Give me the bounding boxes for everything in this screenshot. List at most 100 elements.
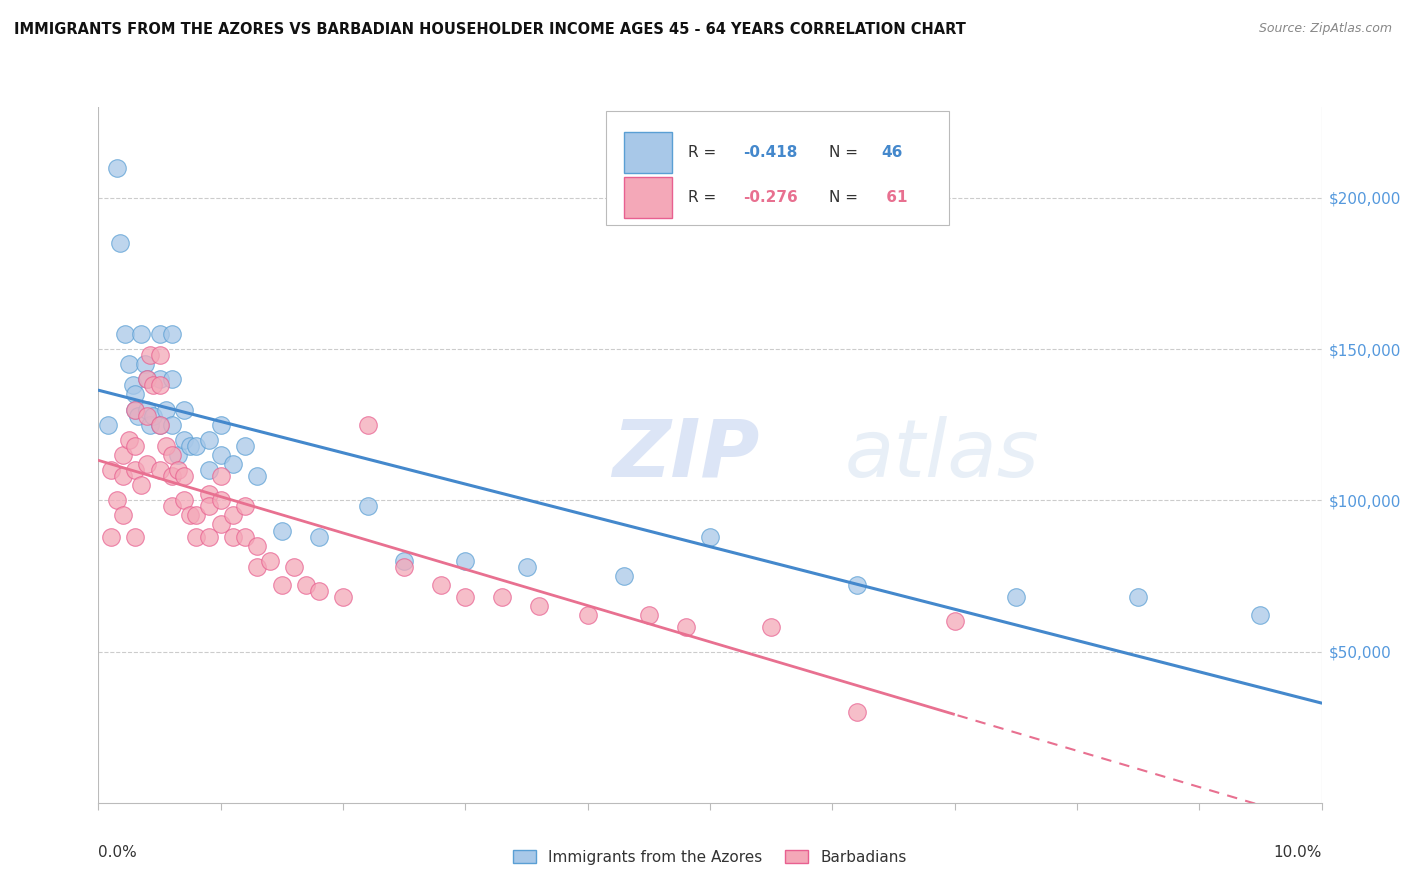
Legend: Immigrants from the Azores, Barbadians: Immigrants from the Azores, Barbadians: [513, 850, 907, 864]
Point: [100, 463, 122, 477]
Point: [308, 584, 330, 599]
Point: [222, 530, 245, 544]
Point: [943, 615, 966, 629]
Point: [246, 469, 269, 483]
Point: [527, 599, 550, 614]
Point: [167, 463, 190, 477]
Text: atlas: atlas: [845, 416, 1039, 494]
Point: [160, 417, 183, 432]
Point: [124, 463, 146, 477]
Point: [197, 463, 219, 477]
Point: [1004, 590, 1026, 604]
Point: [759, 620, 782, 634]
Point: [246, 559, 269, 574]
FancyBboxPatch shape: [606, 111, 949, 226]
Point: [233, 439, 256, 453]
Point: [1249, 608, 1271, 623]
Point: [270, 578, 292, 592]
Point: [136, 409, 159, 423]
Point: [197, 500, 219, 514]
Point: [149, 372, 172, 386]
Point: [197, 530, 219, 544]
Point: [392, 554, 416, 568]
Point: [105, 493, 128, 508]
Text: R =: R =: [688, 190, 721, 205]
Point: [209, 493, 232, 508]
Point: [637, 608, 661, 623]
Point: [270, 524, 292, 538]
Point: [233, 500, 256, 514]
Point: [134, 357, 156, 371]
Point: [454, 554, 477, 568]
Point: [209, 448, 232, 462]
Text: 10.0%: 10.0%: [1274, 845, 1322, 860]
Point: [160, 372, 183, 386]
Point: [124, 439, 146, 453]
Point: [142, 378, 165, 392]
Point: [308, 530, 330, 544]
Point: [356, 417, 378, 432]
Point: [155, 402, 177, 417]
Point: [209, 469, 232, 483]
Point: [155, 439, 177, 453]
Point: [186, 508, 208, 523]
Text: -0.276: -0.276: [742, 190, 797, 205]
Point: [613, 569, 636, 583]
Point: [100, 530, 122, 544]
Point: [295, 578, 318, 592]
Point: [114, 326, 136, 341]
Point: [110, 236, 132, 251]
Text: 61: 61: [882, 190, 908, 205]
Point: [149, 463, 172, 477]
Point: [675, 620, 697, 634]
Point: [173, 493, 195, 508]
Point: [136, 372, 159, 386]
Point: [430, 578, 453, 592]
Point: [516, 559, 538, 574]
Point: [160, 500, 183, 514]
Point: [845, 705, 868, 719]
Point: [246, 539, 269, 553]
Point: [209, 517, 232, 532]
Point: [173, 433, 195, 447]
Point: [197, 433, 219, 447]
Point: [1128, 590, 1150, 604]
Point: [186, 439, 208, 453]
Point: [576, 608, 599, 623]
Point: [167, 448, 190, 462]
Point: [139, 417, 162, 432]
Point: [186, 530, 208, 544]
Point: [118, 433, 141, 447]
Text: N =: N =: [828, 145, 862, 160]
Point: [179, 439, 201, 453]
Point: [124, 402, 146, 417]
Text: IMMIGRANTS FROM THE AZORES VS BARBADIAN HOUSEHOLDER INCOME AGES 45 - 64 YEARS CO: IMMIGRANTS FROM THE AZORES VS BARBADIAN …: [14, 22, 966, 37]
Point: [124, 402, 146, 417]
Point: [699, 530, 721, 544]
Point: [111, 508, 134, 523]
Point: [136, 372, 159, 386]
Point: [149, 348, 172, 362]
Point: [124, 530, 146, 544]
Point: [845, 578, 868, 592]
Point: [173, 469, 195, 483]
Point: [127, 409, 149, 423]
Text: N =: N =: [828, 190, 862, 205]
Point: [111, 469, 134, 483]
Point: [209, 417, 232, 432]
Point: [233, 530, 256, 544]
Point: [97, 417, 120, 432]
Point: [454, 590, 477, 604]
Point: [283, 559, 305, 574]
Point: [149, 417, 172, 432]
Point: [129, 478, 152, 492]
Point: [259, 554, 281, 568]
Point: [160, 448, 183, 462]
Text: R =: R =: [688, 145, 721, 160]
Point: [197, 487, 219, 501]
Point: [124, 387, 146, 401]
Point: [160, 469, 183, 483]
Point: [356, 500, 378, 514]
Point: [149, 378, 172, 392]
Point: [149, 326, 172, 341]
